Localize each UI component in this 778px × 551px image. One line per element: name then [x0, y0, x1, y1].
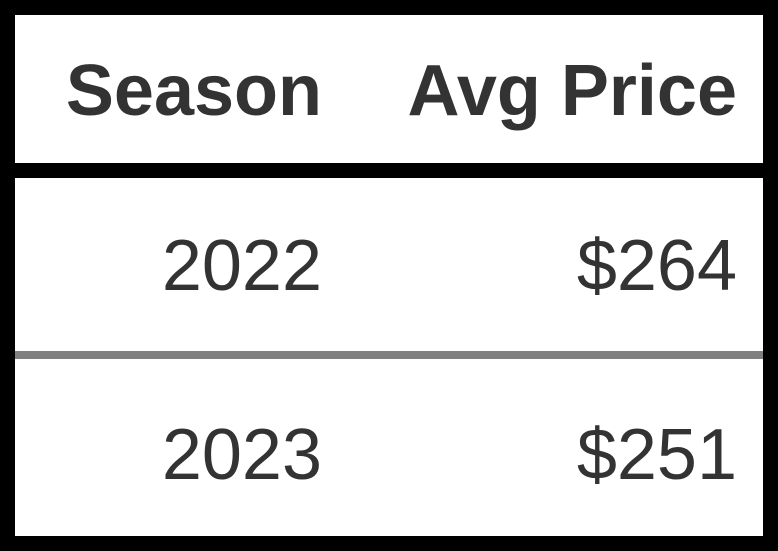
season-cell: 2022 [161, 226, 322, 306]
avg-price-cell: $264 [576, 226, 737, 306]
row-divider [15, 351, 763, 359]
avg-price-cell: $251 [576, 415, 737, 495]
price-table: Season Avg Price 2022 $264 2023 $251 [15, 15, 763, 536]
column-header-avg-price: Avg Price [407, 51, 737, 131]
table-row: 2022 $264 [15, 178, 763, 351]
table-header-row: Season Avg Price [15, 15, 763, 163]
column-header-season: Season [65, 51, 322, 131]
season-cell: 2023 [161, 415, 322, 495]
table-row: 2023 $251 [15, 359, 763, 536]
